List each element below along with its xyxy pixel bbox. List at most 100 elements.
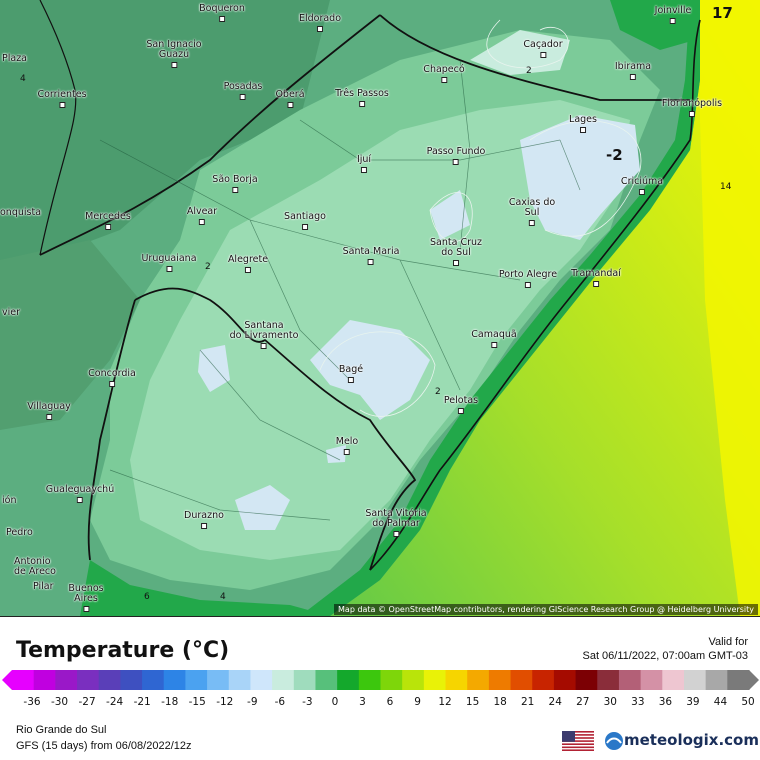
color-scale-ticks: -36 -30 -27 -24 -21 -18 -15 -12 -9 -6 -3 0 3 6 9 12 15 18… <box>0 696 760 710</box>
brand-link[interactable]: meteologix.com <box>624 731 759 749</box>
color-swatch <box>337 670 360 690</box>
city-label: Tramandaí <box>571 269 621 289</box>
color-swatch <box>33 670 56 690</box>
region-name: Rio Grande do Sul <box>16 724 107 736</box>
city-marker-icon <box>348 376 354 383</box>
city-marker-icon <box>166 265 172 272</box>
city-label: Alvear <box>187 207 217 227</box>
color-swatch <box>272 670 295 690</box>
city-label: Chapecó <box>423 65 465 85</box>
edge-place-label: Pilar <box>33 581 54 592</box>
city-marker-icon <box>59 101 65 108</box>
scale-tick-label: 30 <box>603 696 617 708</box>
city-marker-icon <box>579 126 586 133</box>
city-marker-icon <box>458 407 464 414</box>
city-label: Santa Vitória do Palmar <box>365 509 427 539</box>
city-marker-icon <box>393 530 399 537</box>
contour-value-label: 17 <box>712 4 733 22</box>
scale-tick-label: 0 <box>331 696 339 708</box>
map-canvas <box>0 0 760 616</box>
city-label: Santana do Livramento <box>230 321 298 351</box>
us-flag-icon[interactable] <box>562 731 594 751</box>
contour-value-label: 2 <box>205 262 211 272</box>
color-scale-bar <box>2 670 759 690</box>
color-swatch <box>358 670 381 690</box>
scale-tick-label: 15 <box>465 696 480 708</box>
scale-tick-label: 21 <box>521 696 535 708</box>
scale-tick-label: -6 <box>274 696 286 708</box>
scale-tick-label: 36 <box>658 696 673 708</box>
contour-value-label: 4 <box>20 74 26 84</box>
scale-tick-label: -18 <box>161 696 179 708</box>
city-marker-icon <box>367 258 374 265</box>
city-label: Oberá <box>275 90 305 110</box>
color-swatch <box>597 670 620 690</box>
color-swatch <box>142 670 165 690</box>
color-swatch <box>293 670 316 690</box>
color-swatch <box>380 670 403 690</box>
color-swatch <box>77 670 100 690</box>
city-label: Ibirama <box>615 62 651 82</box>
city-label: Corrientes <box>37 90 87 110</box>
city-label: Posadas <box>224 82 262 102</box>
scale-max-arrow-icon <box>749 670 759 690</box>
edge-place-label: Pedro <box>6 527 33 538</box>
contour-value-label: 2 <box>526 66 532 76</box>
city-label: Eldorado <box>299 14 341 34</box>
city-marker-icon <box>358 100 365 107</box>
scale-tick-label: 9 <box>414 696 421 708</box>
city-marker-icon <box>76 496 83 503</box>
color-swatch <box>423 670 447 690</box>
temperature-map[interactable]: 17 -2 Boqueron Eldorado Joinville San Ignac… <box>0 0 760 617</box>
color-swatch <box>705 670 728 690</box>
scale-tick-label: -15 <box>188 696 206 708</box>
city-label: Mercedes <box>85 212 131 232</box>
scale-tick-label: 12 <box>438 696 452 708</box>
city-label: Boqueron <box>199 4 245 24</box>
city-label: Santa Cruz do Sul <box>430 238 482 268</box>
city-label: Durazno <box>184 511 224 531</box>
city-marker-icon <box>453 158 459 165</box>
city-marker-icon <box>360 166 367 173</box>
scale-tick-label: -21 <box>133 696 151 708</box>
color-swatch <box>207 670 230 690</box>
color-swatch <box>228 670 251 690</box>
city-label: Três Passos <box>335 89 389 109</box>
city-label: Criciúma <box>621 177 663 197</box>
edge-place-label: Plaza <box>2 53 27 64</box>
city-label: Joinville <box>655 6 691 26</box>
city-label: Passo Fundo <box>427 147 485 167</box>
city-marker-icon <box>524 281 531 288</box>
scale-tick-label: 33 <box>631 696 645 708</box>
valid-for-label: Valid for <box>708 636 748 648</box>
contour-value-label: 14 <box>720 182 732 192</box>
city-marker-icon <box>491 341 497 348</box>
edge-place-label: vier <box>2 307 21 318</box>
color-swatch <box>510 670 533 690</box>
scale-tick-label: 3 <box>359 696 366 708</box>
model-run: GFS (15 days) from 06/08/2022/12z <box>16 740 192 752</box>
color-swatch <box>575 670 598 690</box>
contour-value-label: 2 <box>435 387 441 397</box>
city-label: Santiago <box>284 212 326 232</box>
city-marker-icon <box>638 188 645 195</box>
scale-tick-label: 50 <box>741 696 755 708</box>
meteologix-logo-icon[interactable] <box>604 731 624 751</box>
city-marker-icon <box>669 17 676 24</box>
color-swatch <box>163 670 186 690</box>
city-marker-icon <box>344 448 350 455</box>
city-label: São Borja <box>212 175 258 195</box>
city-label: Camaquã <box>471 330 517 350</box>
city-label: Pelotas <box>444 396 478 416</box>
color-swatch <box>445 670 468 690</box>
city-label: Uruguaiana <box>141 254 197 274</box>
city-label: Santa Maria <box>343 247 399 267</box>
city-marker-icon <box>171 61 177 68</box>
city-label: Florianópolis <box>662 99 722 119</box>
scale-tick-label: 27 <box>576 696 590 708</box>
city-label: Lages <box>569 115 597 135</box>
map-attribution: Map data © OpenStreetMap contributors, r… <box>334 604 758 615</box>
city-marker-icon <box>592 280 599 287</box>
color-swatch <box>662 670 685 690</box>
color-swatch <box>98 670 121 690</box>
